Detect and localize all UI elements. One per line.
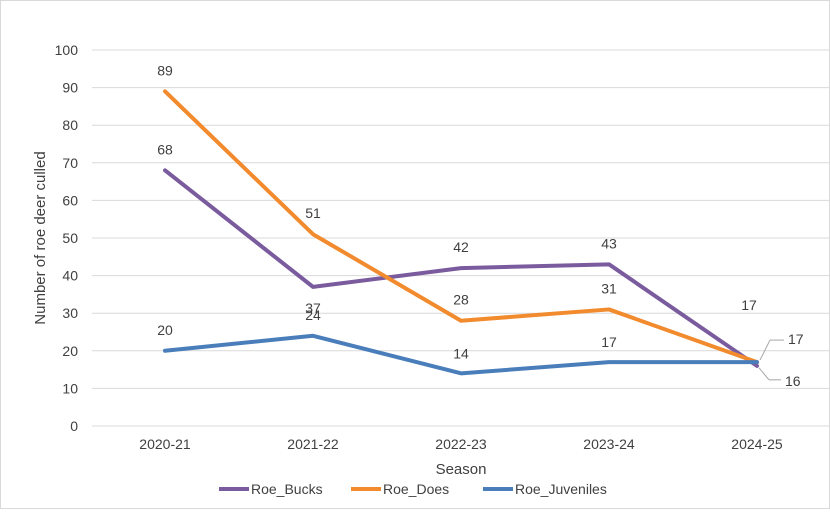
data-label: 89: [157, 62, 173, 78]
y-tick-label: 40: [62, 268, 78, 284]
series-line: [163, 89, 759, 365]
y-tick-label: 90: [62, 80, 78, 96]
data-label: 17: [741, 297, 757, 313]
x-tick-label: 2024-25: [731, 436, 783, 452]
y-tick-label: 10: [62, 380, 78, 396]
y-tick-label: 0: [70, 418, 78, 434]
data-label: 14: [453, 345, 469, 361]
leader-line: [759, 339, 771, 361]
series-line: [163, 168, 759, 368]
data-label: 16: [785, 373, 801, 389]
series-line: [163, 333, 759, 376]
legend-label: Roe_Bucks: [251, 481, 323, 497]
data-label: 17: [601, 334, 617, 350]
data-label: 42: [453, 239, 469, 255]
y-tick-label: 80: [62, 117, 78, 133]
x-axis-title: Season: [436, 461, 487, 478]
x-tick-label: 2022-23: [435, 436, 487, 452]
y-axis-title: Number of roe deer culled: [32, 151, 49, 324]
y-tick-label: 20: [62, 343, 78, 359]
data-label: 24: [305, 307, 321, 323]
y-tick-label: 30: [62, 305, 78, 321]
gridlines: [92, 49, 830, 427]
legend-label: Roe_Juveniles: [515, 481, 607, 497]
leader-line: [758, 367, 770, 381]
data-label: 17: [788, 331, 804, 347]
legend: Roe_Bucks Roe_Does Roe_Juveniles: [219, 481, 607, 497]
x-tick-label: 2023-24: [583, 436, 635, 452]
data-label: 68: [157, 141, 173, 157]
data-label: 20: [157, 322, 173, 338]
data-label: 43: [601, 235, 617, 251]
data-label: 37: [305, 300, 321, 316]
series-lines: [163, 89, 759, 376]
data-labels: 68 37 42 43 16 89 51 28 31 17 20 24 14 17 17: [157, 62, 804, 388]
data-label: 31: [601, 280, 617, 296]
x-tick-label: 2021-22: [287, 436, 339, 452]
x-axis-ticks: 2020-21 2021-22 2022-23 2023-24 2024-25: [139, 436, 783, 452]
y-tick-label: 50: [62, 230, 78, 246]
y-tick-label: 100: [55, 42, 79, 58]
y-axis-ticks: 0 10 20 30 40 50 60 70 80 90 100: [55, 42, 79, 434]
label-leader-lines: [758, 339, 784, 381]
legend-label: Roe_Does: [383, 481, 449, 497]
y-tick-label: 60: [62, 192, 78, 208]
y-tick-label: 70: [62, 155, 78, 171]
x-tick-label: 2020-21: [139, 436, 191, 452]
data-label: 51: [305, 205, 321, 221]
data-label: 28: [453, 292, 469, 308]
